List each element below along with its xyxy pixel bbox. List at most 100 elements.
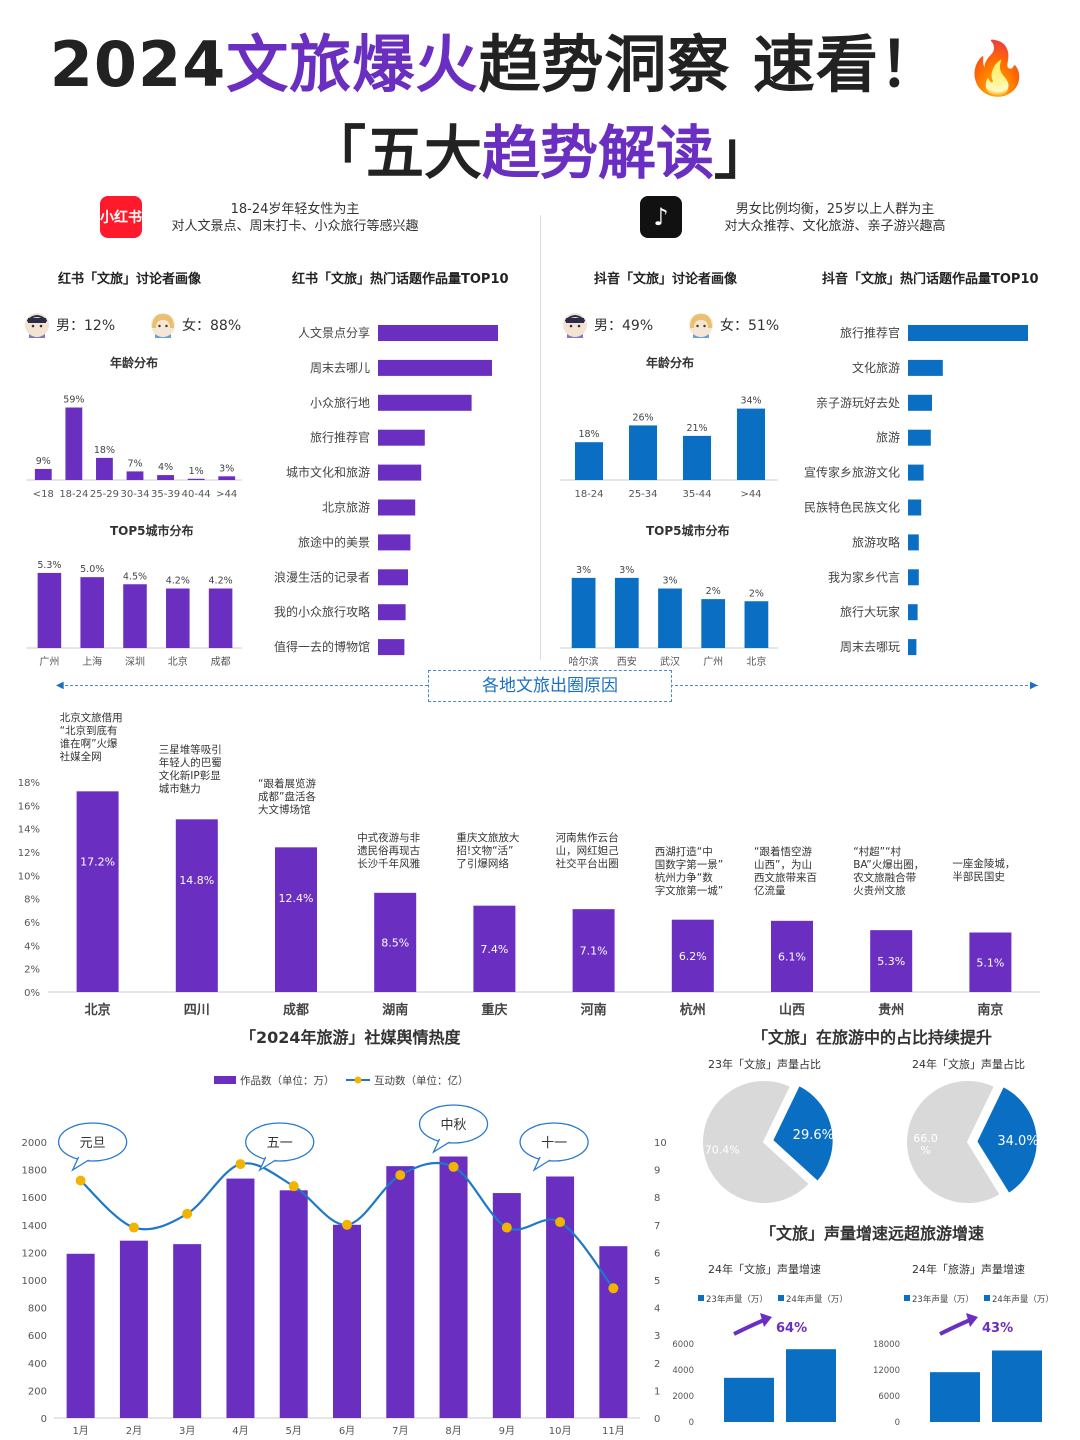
left-y-tick: 1800 — [22, 1166, 47, 1177]
arrow-right-icon: ▶ — [1030, 680, 1038, 691]
xiaohongshu-logo: 小红书 — [100, 196, 142, 238]
y-tick: 8% — [24, 895, 40, 906]
data-label: 21% — [686, 423, 707, 434]
right-y-tick: 8 — [654, 1193, 660, 1204]
legend-swatch — [904, 1295, 910, 1301]
subtitle-highlight: 趋势解读 — [481, 119, 714, 187]
tick-label: 3月 — [179, 1425, 195, 1437]
tick-label: 10月 — [549, 1425, 572, 1437]
tick-label: 四川 — [184, 1003, 210, 1018]
line-point-7月 — [395, 1170, 406, 1181]
data-label: 2% — [706, 586, 721, 597]
xhs-city-chart: 5.3% 广州 5.0% 上海 4.5% 深圳 4.2% 北京 4.2% 成都 — [26, 560, 242, 668]
tick-label: 贵州 — [878, 1002, 904, 1018]
bubble-shape — [418, 1104, 489, 1144]
reason-note: 三星堆等吸引 年轻人的巴蜀 文化新IP彰显 城市魅力 — [158, 744, 222, 795]
tick-label: 6月 — [339, 1425, 355, 1437]
annotation-bubble: 元旦 — [57, 1122, 128, 1172]
reason-note: 西湖打造“中 国数字第一景” 杭州力争“数 字文旅第一城” — [654, 846, 724, 897]
xhs-age-title: 年龄分布 — [110, 356, 159, 370]
annotation-label: 五一 — [267, 1136, 293, 1151]
category-label: 旅行推荐官 — [840, 325, 900, 340]
category-label: 我的小众旅行攻略 — [274, 604, 370, 619]
bubble-shape — [519, 1122, 589, 1162]
dy-age-title: 年龄分布 — [646, 356, 695, 370]
tick-label: 25-34 — [628, 489, 657, 500]
left-y-tick: 2000 — [22, 1138, 47, 1149]
left-y-tick: 600 — [28, 1331, 47, 1342]
female-avatar-icon — [689, 313, 713, 338]
bar-8月 — [439, 1156, 468, 1418]
category-label: 我为家乡代言 — [828, 569, 900, 584]
line-point-4月 — [235, 1159, 246, 1170]
dy-summary: 男女比例均衡，25岁以上人群为主 对大众推荐、文化旅游、亲子游兴趣高 — [700, 201, 970, 235]
xhs-summary: 18-24岁年轻女性为主 对人文景点、周末打卡、小众旅行等感兴趣 — [160, 201, 430, 235]
data-label: 3% — [662, 576, 677, 587]
category-label: 旅游 — [876, 431, 900, 445]
bar-24年声量（万） — [786, 1349, 836, 1422]
tick-label: 9月 — [499, 1425, 515, 1437]
line-point-8月 — [448, 1161, 459, 1172]
bar-7月 — [386, 1166, 415, 1418]
bar-我为家乡代言 — [908, 569, 919, 586]
bar-35-44 — [682, 435, 712, 480]
dy-summary-line2: 对大众推荐、文化旅游、亲子游兴趣高 — [724, 219, 946, 234]
bar-北京 — [744, 601, 769, 648]
reasons-box-label: 各地文旅出圈原因 — [428, 670, 672, 702]
tick-label: 广州 — [703, 656, 723, 668]
y-tick: 18% — [18, 778, 40, 789]
dy-male-text: 男：49% — [594, 318, 654, 334]
bar-宣传家乡旅游文化 — [908, 464, 924, 481]
data-label: 5.1% — [976, 956, 1004, 969]
y-tick: 0% — [24, 988, 40, 999]
bar-我的小众旅行攻略 — [378, 604, 406, 621]
annotation-label: 元旦 — [80, 1136, 106, 1151]
xhs-male-text: 男：12% — [56, 318, 116, 334]
bar-南京 — [969, 932, 1012, 992]
pie23-title: 23年「文旅」声量占比 — [708, 1058, 821, 1071]
annotation-bubble: 五一 — [245, 1122, 315, 1172]
tick-label: 武汉 — [660, 655, 680, 668]
dy-persona-title: 抖音「文旅」讨论者画像 — [594, 272, 738, 287]
tick-label: 河南 — [581, 1002, 607, 1018]
bar-35-39 — [157, 475, 174, 480]
dy-female-text: 女：51% — [720, 318, 780, 334]
bar-24年声量（万） — [992, 1350, 1042, 1422]
bar-30-34 — [126, 471, 144, 480]
arrow-left-icon: ◀ — [56, 680, 64, 691]
reason-note: 重庆文旅放大 招!文物“活” 了引爆网络 — [456, 832, 520, 870]
tick-label: 哈尔滨 — [569, 655, 599, 668]
bar-1月 — [66, 1253, 95, 1418]
tick-label: 深圳 — [125, 656, 145, 668]
tick-label: 30-34 — [120, 489, 149, 500]
data-label: 4.2% — [209, 576, 233, 587]
bar-贵州 — [870, 930, 913, 992]
right-y-tick: 4 — [654, 1304, 660, 1315]
category-label: 人文景点分享 — [298, 325, 370, 340]
data-label: 34% — [740, 396, 761, 407]
share-title: 「文旅」在旅游中的占比持续提升 — [752, 1028, 993, 1047]
xhs-top10-title: 红书「文旅」热门话题作品量TOP10 — [292, 272, 509, 287]
left-y-tick: 1000 — [22, 1276, 47, 1287]
category-label: 值得一去的博物馆 — [274, 639, 370, 654]
right-y-tick: 6 — [654, 1248, 660, 1259]
line-point-2月 — [128, 1222, 139, 1233]
growth-ly-title: 24年「旅游」声量增速 — [912, 1263, 1025, 1276]
bar-北京 — [76, 791, 119, 992]
reason-note: 河南焦作云台 山，网红妲己 社交平台出圈 — [555, 832, 619, 870]
bar-广州 — [701, 599, 726, 648]
main-title: 2024文旅爆火趋势洞察 速看！ 🔥 — [0, 14, 1080, 104]
bar-河南 — [572, 909, 615, 992]
growth-arrow-icon — [733, 1318, 765, 1336]
dy-city-chart: 3% 哈尔滨 3% 西安 3% 武汉 2% 广州 2% 北京 — [560, 565, 778, 668]
bar-浪漫生活的记录者 — [378, 569, 408, 586]
bar-旅行大玩家 — [908, 604, 918, 621]
data-label: 3% — [219, 463, 234, 474]
tick-label: >44 — [216, 489, 237, 500]
slice-label: 29.6% — [793, 1128, 834, 1143]
reason-note: 北京文旅借用 “北京到底有 谁在啊”火爆 社媒全网 — [59, 712, 123, 763]
annotation-bubble: 中秋 — [418, 1104, 489, 1154]
pie24-title: 24年「文旅」声量占比 — [912, 1058, 1025, 1071]
bar-山西 — [771, 920, 813, 992]
bar-广州 — [37, 572, 62, 648]
